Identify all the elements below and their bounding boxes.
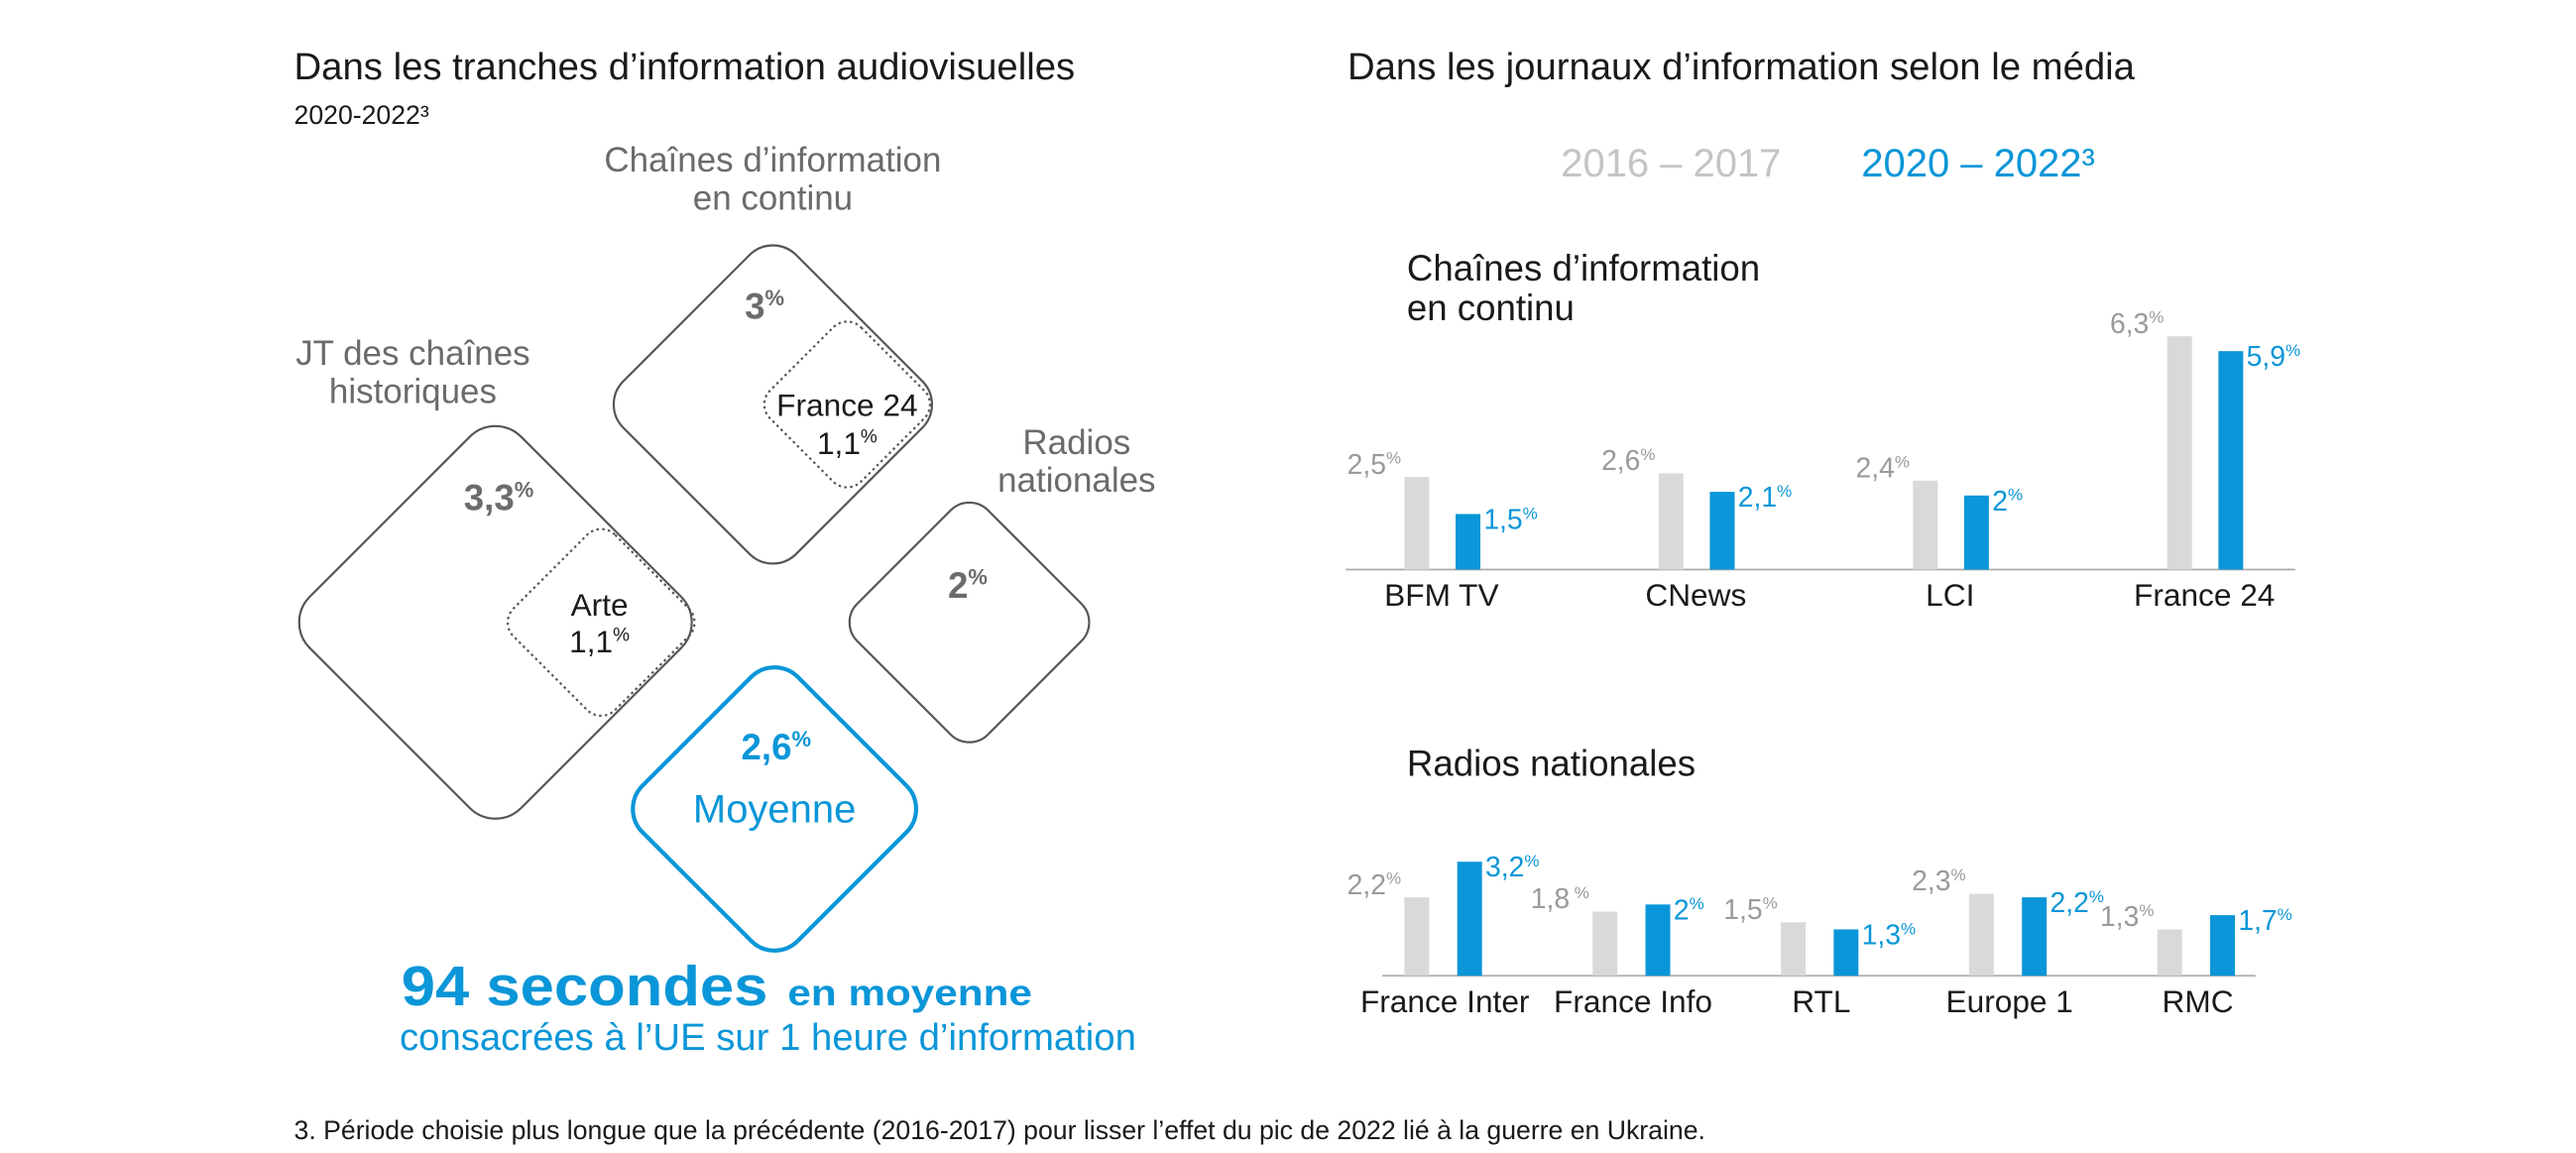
chart-title: Radios nationales xyxy=(1407,744,1696,784)
chart-title: en continu xyxy=(1407,288,1575,328)
group-label: Radios xyxy=(1022,423,1130,462)
group-value: 2% xyxy=(948,565,988,606)
inner-label: Arte xyxy=(571,587,629,623)
chart-title: Chaînes d’information xyxy=(1407,248,1760,288)
average-label: Moyenne xyxy=(693,787,856,831)
value-label: 2% xyxy=(1674,893,1704,925)
diamond xyxy=(848,501,1091,744)
bar xyxy=(1592,911,1618,977)
bar xyxy=(1457,862,1482,977)
x-tick-label: RMC xyxy=(2163,983,2234,1019)
bar xyxy=(2022,897,2048,977)
value-label: 5,9% xyxy=(2247,340,2300,372)
group-label: Chaînes d’information xyxy=(604,141,941,179)
value-label: 2,4% xyxy=(1856,452,1910,484)
value-label: 1,3% xyxy=(1862,918,1916,950)
bar xyxy=(2157,929,2182,977)
x-tick-label: France 24 xyxy=(2134,577,2275,613)
bar xyxy=(1404,897,1430,977)
summary-suffix: en moyenne xyxy=(787,973,1031,1013)
x-tick-label: France Info xyxy=(1554,983,1712,1019)
value-label: 1,3% xyxy=(2100,900,2154,932)
bar xyxy=(1404,477,1430,570)
inner-value: 1,1% xyxy=(569,624,630,659)
x-tick-label: Europe 1 xyxy=(1946,983,2073,1019)
inner-label: France 24 xyxy=(776,388,917,423)
subtitle: 2020-2022³ xyxy=(294,100,429,130)
summary-line: consacrées à l’UE sur 1 heure d’informat… xyxy=(400,1016,1136,1059)
value-label: 1,5% xyxy=(1723,893,1777,925)
x-tick-label: RTL xyxy=(1792,983,1850,1019)
bar xyxy=(1833,929,1859,977)
bar xyxy=(1658,473,1684,570)
diamond xyxy=(297,424,693,820)
value-label: 3,2% xyxy=(1485,851,1539,882)
bar xyxy=(1968,893,1994,977)
inner-diamond xyxy=(762,320,932,489)
x-tick-label: France Inter xyxy=(1360,983,1529,1019)
legend-label: 2020 – 2022³ xyxy=(1861,142,2095,185)
value-label: 1,8 % xyxy=(1531,882,1589,914)
legend-label: 2016 – 2017 xyxy=(1561,142,1781,185)
x-tick-label: BFM TV xyxy=(1384,577,1498,613)
footnote: 3. Période choisie plus longue que la pr… xyxy=(294,1115,1705,1145)
bar xyxy=(1645,904,1671,977)
diagram-shapes xyxy=(297,244,1091,953)
bar xyxy=(1709,492,1735,570)
value-label: 2,2% xyxy=(1347,868,1401,900)
average-value: 2,6% xyxy=(742,727,811,767)
title: Dans les tranches d’information audiovis… xyxy=(294,46,1076,88)
right-title: Dans les journaux d’information selon le… xyxy=(1347,46,2136,88)
group-label: en continu xyxy=(693,178,853,217)
value-label: 2% xyxy=(1992,485,2023,517)
average-diamond xyxy=(631,665,919,953)
bar xyxy=(1456,514,1480,570)
group-label: historiques xyxy=(329,372,497,410)
value-label: 2,1% xyxy=(1738,481,1792,513)
value-label: 2,2% xyxy=(2050,886,2104,918)
value-label: 6,3% xyxy=(2110,307,2164,339)
bar xyxy=(2166,336,2192,570)
bar xyxy=(1781,922,1807,977)
value-label: 2,5% xyxy=(1347,448,1401,480)
value-label: 2,6% xyxy=(1601,444,1655,476)
value-label: 1,7% xyxy=(2238,904,2291,936)
bar xyxy=(1963,495,1989,570)
value-label: 2,3% xyxy=(1912,865,1965,896)
group-label: JT des chaînes xyxy=(295,334,529,373)
group-label: nationales xyxy=(997,461,1155,500)
diamond xyxy=(612,244,934,565)
bar xyxy=(2218,351,2244,570)
summary-number: 94 secondes xyxy=(402,955,768,1017)
bar xyxy=(1913,480,1938,570)
x-tick-label: LCI xyxy=(1926,577,1974,613)
x-tick-label: CNews xyxy=(1645,577,1746,613)
inner-value: 1,1% xyxy=(817,425,878,461)
inner-diamond xyxy=(507,527,696,718)
group-value: 3,3% xyxy=(464,477,533,518)
group-value: 3% xyxy=(745,286,784,326)
value-label: 1,5% xyxy=(1483,503,1537,534)
bar xyxy=(2210,915,2236,977)
